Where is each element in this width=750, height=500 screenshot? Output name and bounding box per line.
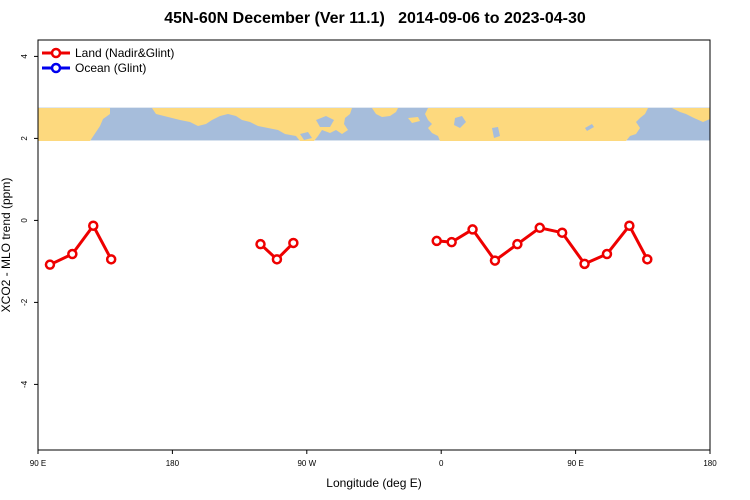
data-point: [489, 255, 501, 266]
caspian-sea: [492, 127, 500, 138]
data-point: [288, 237, 299, 249]
y-tick-label: 0: [20, 218, 29, 223]
data-point: [105, 254, 117, 265]
data-point: [271, 254, 283, 265]
data-point: [88, 220, 99, 231]
data-point: [642, 254, 653, 265]
great-lakes: [300, 132, 312, 140]
baltic-sea: [454, 116, 466, 128]
y-tick-label: 4: [20, 54, 29, 59]
y-axis: -4 -2 0 2 4: [20, 54, 38, 388]
x-tick-label: 0: [439, 459, 444, 468]
data-point: [601, 248, 613, 260]
hudson-bay: [316, 116, 334, 127]
x-axis-label: Longitude (deg E): [326, 476, 422, 490]
data-point: [579, 258, 590, 270]
series-group: [44, 220, 653, 270]
y-axis-label: XCO2 - MLO trend (ppm): [0, 177, 13, 313]
data-point: [67, 248, 78, 260]
legend-land-marker: [50, 47, 62, 59]
data-point: [512, 238, 523, 250]
legend-ocean-marker: [50, 62, 62, 74]
data-point: [44, 259, 56, 270]
x-tick-label: 180: [703, 459, 717, 468]
legend-ocean-label: Ocean (Glint): [75, 61, 146, 75]
data-point: [446, 236, 457, 248]
landmass-eurasia: [425, 108, 648, 141]
series-line: [49, 224, 113, 267]
lake-baikal: [585, 124, 594, 131]
landmass-iceland: [408, 117, 420, 123]
plot-frame: [37, 39, 711, 451]
legend-land-label: Land (Nadir&Glint): [75, 46, 174, 60]
data-point: [467, 224, 478, 235]
legend: Land (Nadir&Glint) Ocean (Glint): [42, 46, 174, 75]
x-axis: 90 E 180 90 W 0 90 E 180: [30, 450, 717, 468]
landmass-alaska-right: [672, 108, 710, 122]
y-tick-label: -2: [20, 298, 29, 306]
map-land: [38, 108, 710, 141]
x-tick-label: 90 E: [30, 459, 46, 468]
landmass-greenland: [372, 108, 398, 117]
landmass-asia-west: [38, 108, 110, 141]
data-point: [534, 222, 546, 234]
landmass-north-america: [152, 108, 352, 141]
chart-title: 45N-60N December (Ver 11.1) 2014-09-06 t…: [164, 10, 586, 27]
data-point: [556, 227, 568, 238]
data-point: [255, 238, 266, 250]
data-point: [624, 220, 635, 231]
data-point: [431, 235, 442, 247]
map-band: [38, 107, 710, 141]
map-waters: [300, 116, 594, 140]
x-tick-label: 90 W: [297, 459, 316, 468]
x-tick-label: 180: [166, 459, 180, 468]
x-tick-label: 90 E: [567, 459, 583, 468]
y-tick-label: 2: [20, 136, 29, 141]
y-tick-label: -4: [20, 380, 29, 388]
